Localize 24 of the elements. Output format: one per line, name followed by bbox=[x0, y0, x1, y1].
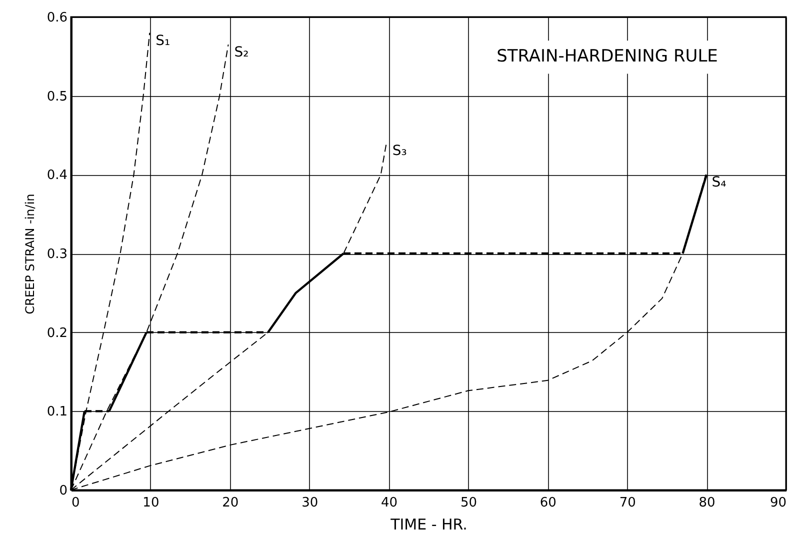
x-tick-label: 70 bbox=[619, 496, 636, 510]
y-tick-label: 0.5 bbox=[46, 89, 68, 104]
x-tick-label: 30 bbox=[302, 496, 318, 510]
y-tick-label: 0 bbox=[59, 484, 68, 498]
series-label: S₂ bbox=[234, 44, 249, 61]
x-tick-label: 50 bbox=[460, 496, 477, 510]
y-tick-label: 0.3 bbox=[46, 247, 68, 262]
x-tick-label: 10 bbox=[142, 496, 160, 510]
y-tick-label: 0.6 bbox=[46, 10, 68, 26]
y-tick-label: 0.4 bbox=[46, 168, 68, 184]
text: STRAIN-HARDENING RULE bbox=[496, 46, 718, 66]
series-label: S₃ bbox=[392, 143, 407, 160]
x-tick-label: 0 bbox=[72, 496, 80, 510]
x-tick-label: 40 bbox=[381, 496, 398, 510]
y-tick-label: 0.2 bbox=[46, 326, 68, 341]
x-tick-label: 90 bbox=[770, 496, 786, 510]
y-axis-title: CREEP STRAIN -in/in bbox=[22, 194, 37, 314]
series-label: S₄ bbox=[712, 174, 727, 191]
y-tick-label: 0.1 bbox=[46, 404, 68, 420]
series-label: S₁ bbox=[156, 32, 170, 49]
x-tick-label: 80 bbox=[698, 496, 716, 510]
x-tick-label: 20 bbox=[222, 496, 239, 510]
x-axis-title: TIME - HR. bbox=[390, 516, 468, 534]
x-tick-label: 60 bbox=[540, 496, 556, 510]
